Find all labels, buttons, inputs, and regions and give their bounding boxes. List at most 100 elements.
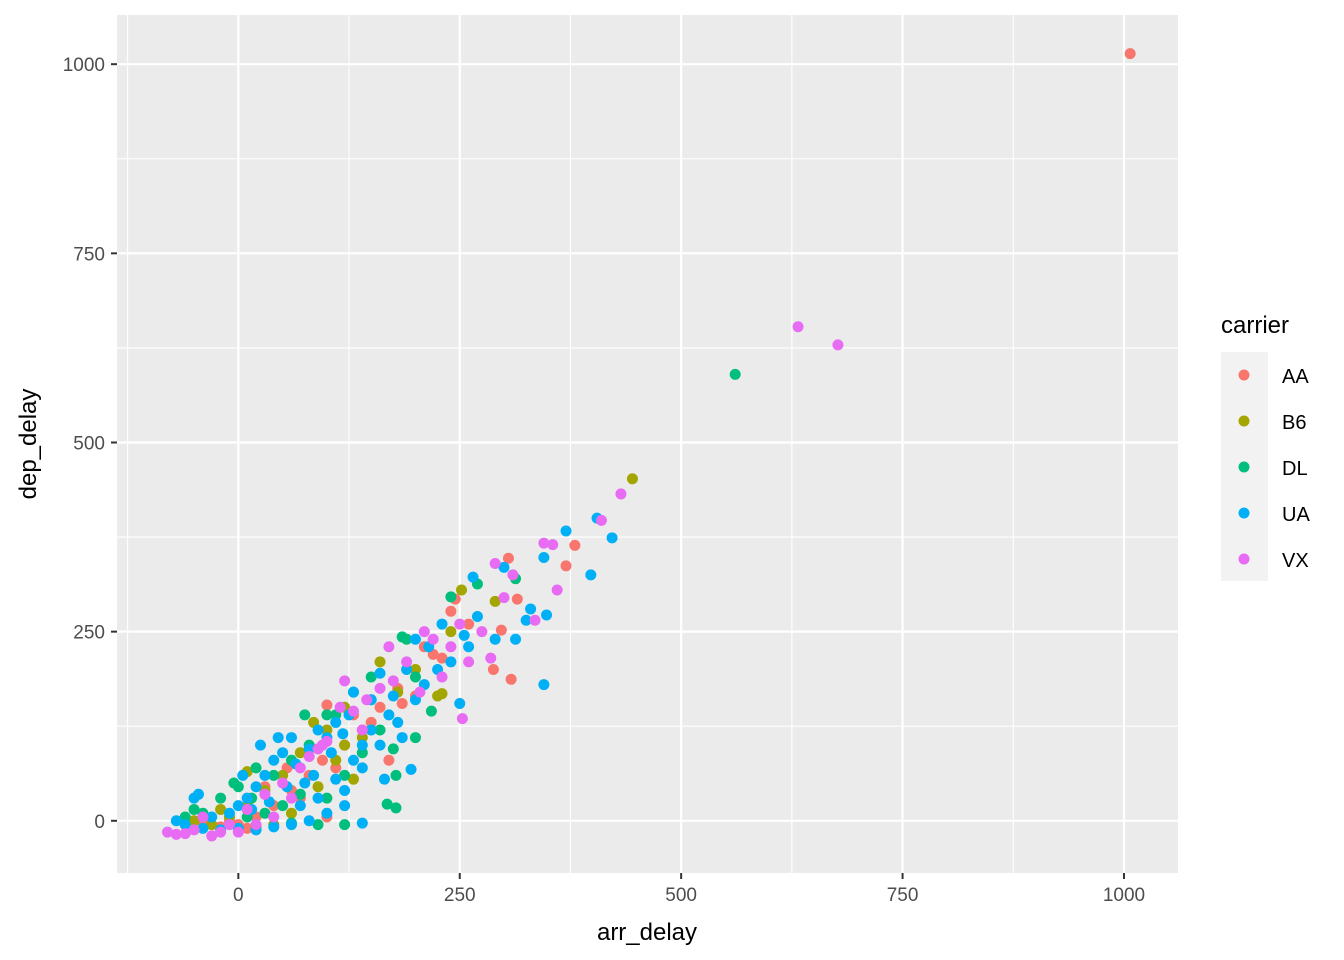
data-point-ua xyxy=(272,732,284,744)
data-point-ua xyxy=(409,633,421,645)
data-point-dl xyxy=(425,705,437,717)
data-point-ua xyxy=(374,667,386,679)
data-point-dl xyxy=(445,591,457,603)
data-point-ua xyxy=(365,724,377,736)
axes: 0 250 500 750 1000 0 250 500 750 1000 xyxy=(63,55,1145,906)
data-point-ua xyxy=(458,629,470,641)
data-point-ua xyxy=(510,633,522,645)
data-point-vx xyxy=(161,826,173,838)
data-point-vx xyxy=(179,828,191,840)
data-point-ua xyxy=(489,633,501,645)
data-point-vx xyxy=(454,618,466,630)
data-point-ua xyxy=(330,716,342,728)
data-point-b6 xyxy=(321,724,333,736)
data-point-dl xyxy=(356,747,368,759)
data-point-vx xyxy=(507,569,519,581)
data-point-vx xyxy=(294,762,306,774)
data-point-ua xyxy=(356,817,368,829)
data-point-dl xyxy=(339,769,351,781)
data-point-ua xyxy=(285,819,297,831)
data-point-ua xyxy=(436,618,448,630)
data-point-aa xyxy=(436,652,448,664)
data-point-aa xyxy=(316,754,328,766)
data-point-b6 xyxy=(215,803,227,815)
data-point-ua xyxy=(237,769,249,781)
data-point-b6 xyxy=(356,732,368,744)
data-point-vx xyxy=(445,641,457,653)
data-point-dl xyxy=(228,777,240,789)
y-tick-label: 0 xyxy=(94,812,105,833)
data-point-dl xyxy=(390,769,402,781)
legend-key-dl xyxy=(1238,461,1250,473)
data-point-b6 xyxy=(347,773,359,785)
data-point-vx xyxy=(215,826,227,838)
y-tick-label: 250 xyxy=(73,623,105,644)
data-point-vx xyxy=(361,694,373,706)
data-point-vx xyxy=(498,592,510,604)
data-point-ua xyxy=(356,739,368,751)
data-point-ua xyxy=(538,679,550,691)
data-point-aa xyxy=(502,552,514,564)
data-point-vx xyxy=(476,626,488,638)
legend-key-b6 xyxy=(1238,415,1250,427)
data-point-dl xyxy=(312,819,324,831)
data-point-ua xyxy=(387,690,399,702)
data-point-vx xyxy=(268,811,280,823)
data-point-aa xyxy=(495,624,507,636)
data-point-vx xyxy=(197,811,209,823)
data-point-vx xyxy=(615,488,627,500)
data-point-ua xyxy=(498,561,510,573)
data-point-dl xyxy=(409,732,421,744)
data-point-vx xyxy=(259,788,271,800)
data-point-ua xyxy=(268,821,280,833)
data-point-ua xyxy=(339,785,351,797)
data-point-vx xyxy=(170,828,182,840)
data-point-b6 xyxy=(409,663,421,675)
data-point-b6 xyxy=(206,819,218,831)
y-tick-label: 750 xyxy=(73,244,105,265)
data-point-aa xyxy=(445,605,457,617)
legend-label-aa: AA xyxy=(1282,366,1309,388)
y-tick-label: 500 xyxy=(73,433,105,454)
data-point-dl xyxy=(259,807,271,819)
data-point-aa xyxy=(396,698,408,710)
data-point-dl xyxy=(268,769,280,781)
data-point-dl xyxy=(339,819,351,831)
data-point-dl xyxy=(321,709,333,721)
data-point-vx xyxy=(339,675,351,687)
data-point-ua xyxy=(268,754,280,766)
data-point-ua xyxy=(179,819,191,831)
y-tick-label: 1000 xyxy=(63,55,105,76)
data-point-aa xyxy=(383,754,395,766)
data-point-vx xyxy=(418,626,430,638)
data-point-ua xyxy=(585,569,597,581)
data-point-ua xyxy=(241,792,253,804)
data-point-b6 xyxy=(489,595,501,607)
data-point-ua xyxy=(541,609,553,621)
data-point-b6 xyxy=(312,781,324,793)
data-point-ua xyxy=(223,807,235,819)
data-point-ua xyxy=(254,739,266,751)
x-tick-label: 500 xyxy=(665,885,697,906)
data-point-ua xyxy=(339,800,351,812)
data-point-b6 xyxy=(374,656,386,668)
x-tick-label: 0 xyxy=(233,885,244,906)
legend: carrier AA B6 DL UA VX xyxy=(1221,312,1310,581)
data-point-vx xyxy=(356,724,368,736)
data-point-ua xyxy=(467,571,479,583)
data-point-ua xyxy=(259,769,271,781)
data-point-vx xyxy=(383,641,395,653)
points-layer xyxy=(161,48,1136,842)
data-point-b6 xyxy=(432,690,444,702)
data-point-aa xyxy=(487,663,499,675)
data-point-vx xyxy=(436,671,448,683)
data-point-dl xyxy=(374,724,386,736)
data-point-dl xyxy=(381,798,393,810)
legend-label-b6: B6 xyxy=(1282,412,1306,434)
data-point-dl xyxy=(387,743,399,755)
data-point-ua xyxy=(294,800,306,812)
data-point-aa xyxy=(505,673,517,685)
data-point-aa xyxy=(569,539,581,551)
data-point-aa xyxy=(1124,48,1136,60)
